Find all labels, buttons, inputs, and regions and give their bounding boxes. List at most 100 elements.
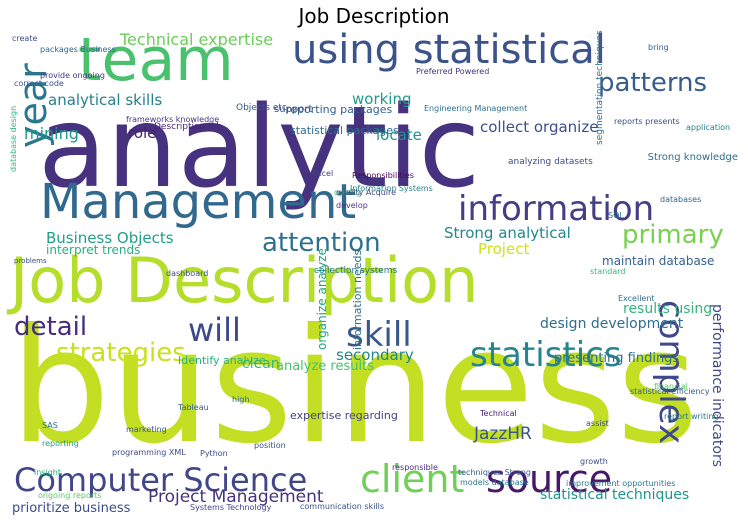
word: standard xyxy=(590,267,626,276)
word: quality Acquire xyxy=(336,188,397,197)
page-title: Job Description xyxy=(298,4,450,28)
word: dashboard xyxy=(166,269,209,278)
word: Objects etc xyxy=(236,103,287,113)
word: create xyxy=(12,34,38,43)
word: organize analyze xyxy=(315,248,329,350)
word: programming XML xyxy=(112,448,186,457)
word: Identify analyze xyxy=(178,354,266,367)
word: strategies xyxy=(56,338,186,368)
word: design development xyxy=(540,316,684,332)
word: maintain database xyxy=(602,254,715,268)
word: position xyxy=(254,441,286,450)
word: skill xyxy=(346,315,412,355)
word: improvement opportunities xyxy=(566,479,676,488)
word: primary xyxy=(622,220,724,250)
word: analyze results xyxy=(276,359,374,374)
word: packages Business xyxy=(40,45,116,54)
word: results using xyxy=(623,301,713,317)
word: develop xyxy=(336,201,368,210)
word: statistical techniques xyxy=(540,487,690,503)
word: reporting packages xyxy=(286,103,393,116)
word: high xyxy=(232,395,250,404)
word: team xyxy=(78,25,234,95)
word: prioritize business xyxy=(12,501,131,516)
word: models database xyxy=(460,478,529,487)
word: Strong knowledge xyxy=(647,152,738,163)
word: Excel xyxy=(312,169,334,178)
word: assist xyxy=(586,419,609,428)
word: Tableau xyxy=(178,403,209,412)
word: analytic xyxy=(38,83,481,213)
word: working xyxy=(352,90,412,108)
word: role xyxy=(128,124,157,142)
word: segmentation techniques xyxy=(595,30,605,145)
word: statistical packages xyxy=(290,124,399,137)
word: client xyxy=(360,457,465,501)
word: Systems Technology xyxy=(190,503,272,512)
word: provide ongoing xyxy=(40,71,105,80)
word: collection systems xyxy=(314,266,398,276)
word: locate xyxy=(376,126,422,144)
word: Management xyxy=(40,174,357,230)
word: Strong analytical xyxy=(444,224,571,242)
word: statistics xyxy=(470,335,622,375)
word: Engineering Management xyxy=(424,104,528,113)
word-cloud: business analytic Job Description team u… xyxy=(9,25,738,520)
word: analytical skills xyxy=(48,91,163,109)
word: performance indicators xyxy=(709,304,725,468)
word: databases xyxy=(660,195,702,204)
word: presenting findings xyxy=(554,351,680,366)
word: frameworks knowledge xyxy=(126,115,220,124)
word: expertise regarding xyxy=(290,409,398,422)
word: problems xyxy=(14,257,47,265)
word: financial xyxy=(654,382,688,391)
word: Preferred Powered xyxy=(416,67,490,76)
word: Computer Science xyxy=(14,461,308,499)
word: database design xyxy=(9,105,18,172)
word: information xyxy=(458,189,655,229)
word: using statistical xyxy=(292,27,606,73)
word: bring xyxy=(648,43,669,52)
word: reporting xyxy=(42,439,79,448)
word: techniques Strong xyxy=(458,468,531,477)
word: statistical efficiency xyxy=(630,387,710,396)
word: collect organize xyxy=(480,118,599,136)
word: insight xyxy=(34,468,61,477)
word: Excellent xyxy=(618,294,655,303)
word: clean xyxy=(242,356,280,372)
word: ongoing reports xyxy=(38,491,102,500)
word: Business Objects xyxy=(46,229,174,247)
word: growth xyxy=(580,457,608,466)
word: detail xyxy=(14,312,88,342)
word: source xyxy=(486,457,613,501)
word: will xyxy=(188,311,241,349)
word: SAS xyxy=(42,421,58,430)
word: JazzHR xyxy=(474,424,532,444)
word: application xyxy=(686,123,731,132)
word: report writing xyxy=(664,412,719,421)
word: Responsibilities xyxy=(352,171,414,180)
word: Description Job xyxy=(154,122,222,132)
word: Project xyxy=(478,240,530,258)
word: support xyxy=(274,104,313,115)
word: reports presents xyxy=(614,117,680,126)
word: Python xyxy=(200,449,228,458)
word: Job Description xyxy=(10,244,479,317)
word: responsible xyxy=(392,463,438,472)
word: analyzing datasets xyxy=(508,157,593,167)
word: patterns xyxy=(598,68,708,98)
word: marketing xyxy=(126,425,167,434)
word: mining xyxy=(24,124,79,143)
word: Project Management xyxy=(148,487,324,507)
word: Technical expertise xyxy=(120,30,274,49)
word: Information Systems xyxy=(350,184,433,193)
word: information needs xyxy=(351,249,364,350)
word: attention xyxy=(262,228,381,258)
word: interpret trends xyxy=(46,243,141,257)
word: Technical xyxy=(480,409,517,418)
word: correct code xyxy=(14,79,64,88)
word: SQL xyxy=(608,211,624,220)
word: business xyxy=(10,295,699,479)
word: communication skills xyxy=(300,502,385,511)
word: quality xyxy=(334,188,362,197)
